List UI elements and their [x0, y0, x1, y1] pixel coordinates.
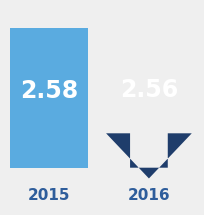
FancyBboxPatch shape [10, 28, 88, 168]
Text: 2015: 2015 [28, 188, 70, 203]
Text: 2.58: 2.58 [20, 79, 78, 103]
Text: 2.56: 2.56 [120, 78, 178, 102]
Polygon shape [106, 133, 192, 178]
Text: 2016: 2016 [128, 188, 170, 203]
